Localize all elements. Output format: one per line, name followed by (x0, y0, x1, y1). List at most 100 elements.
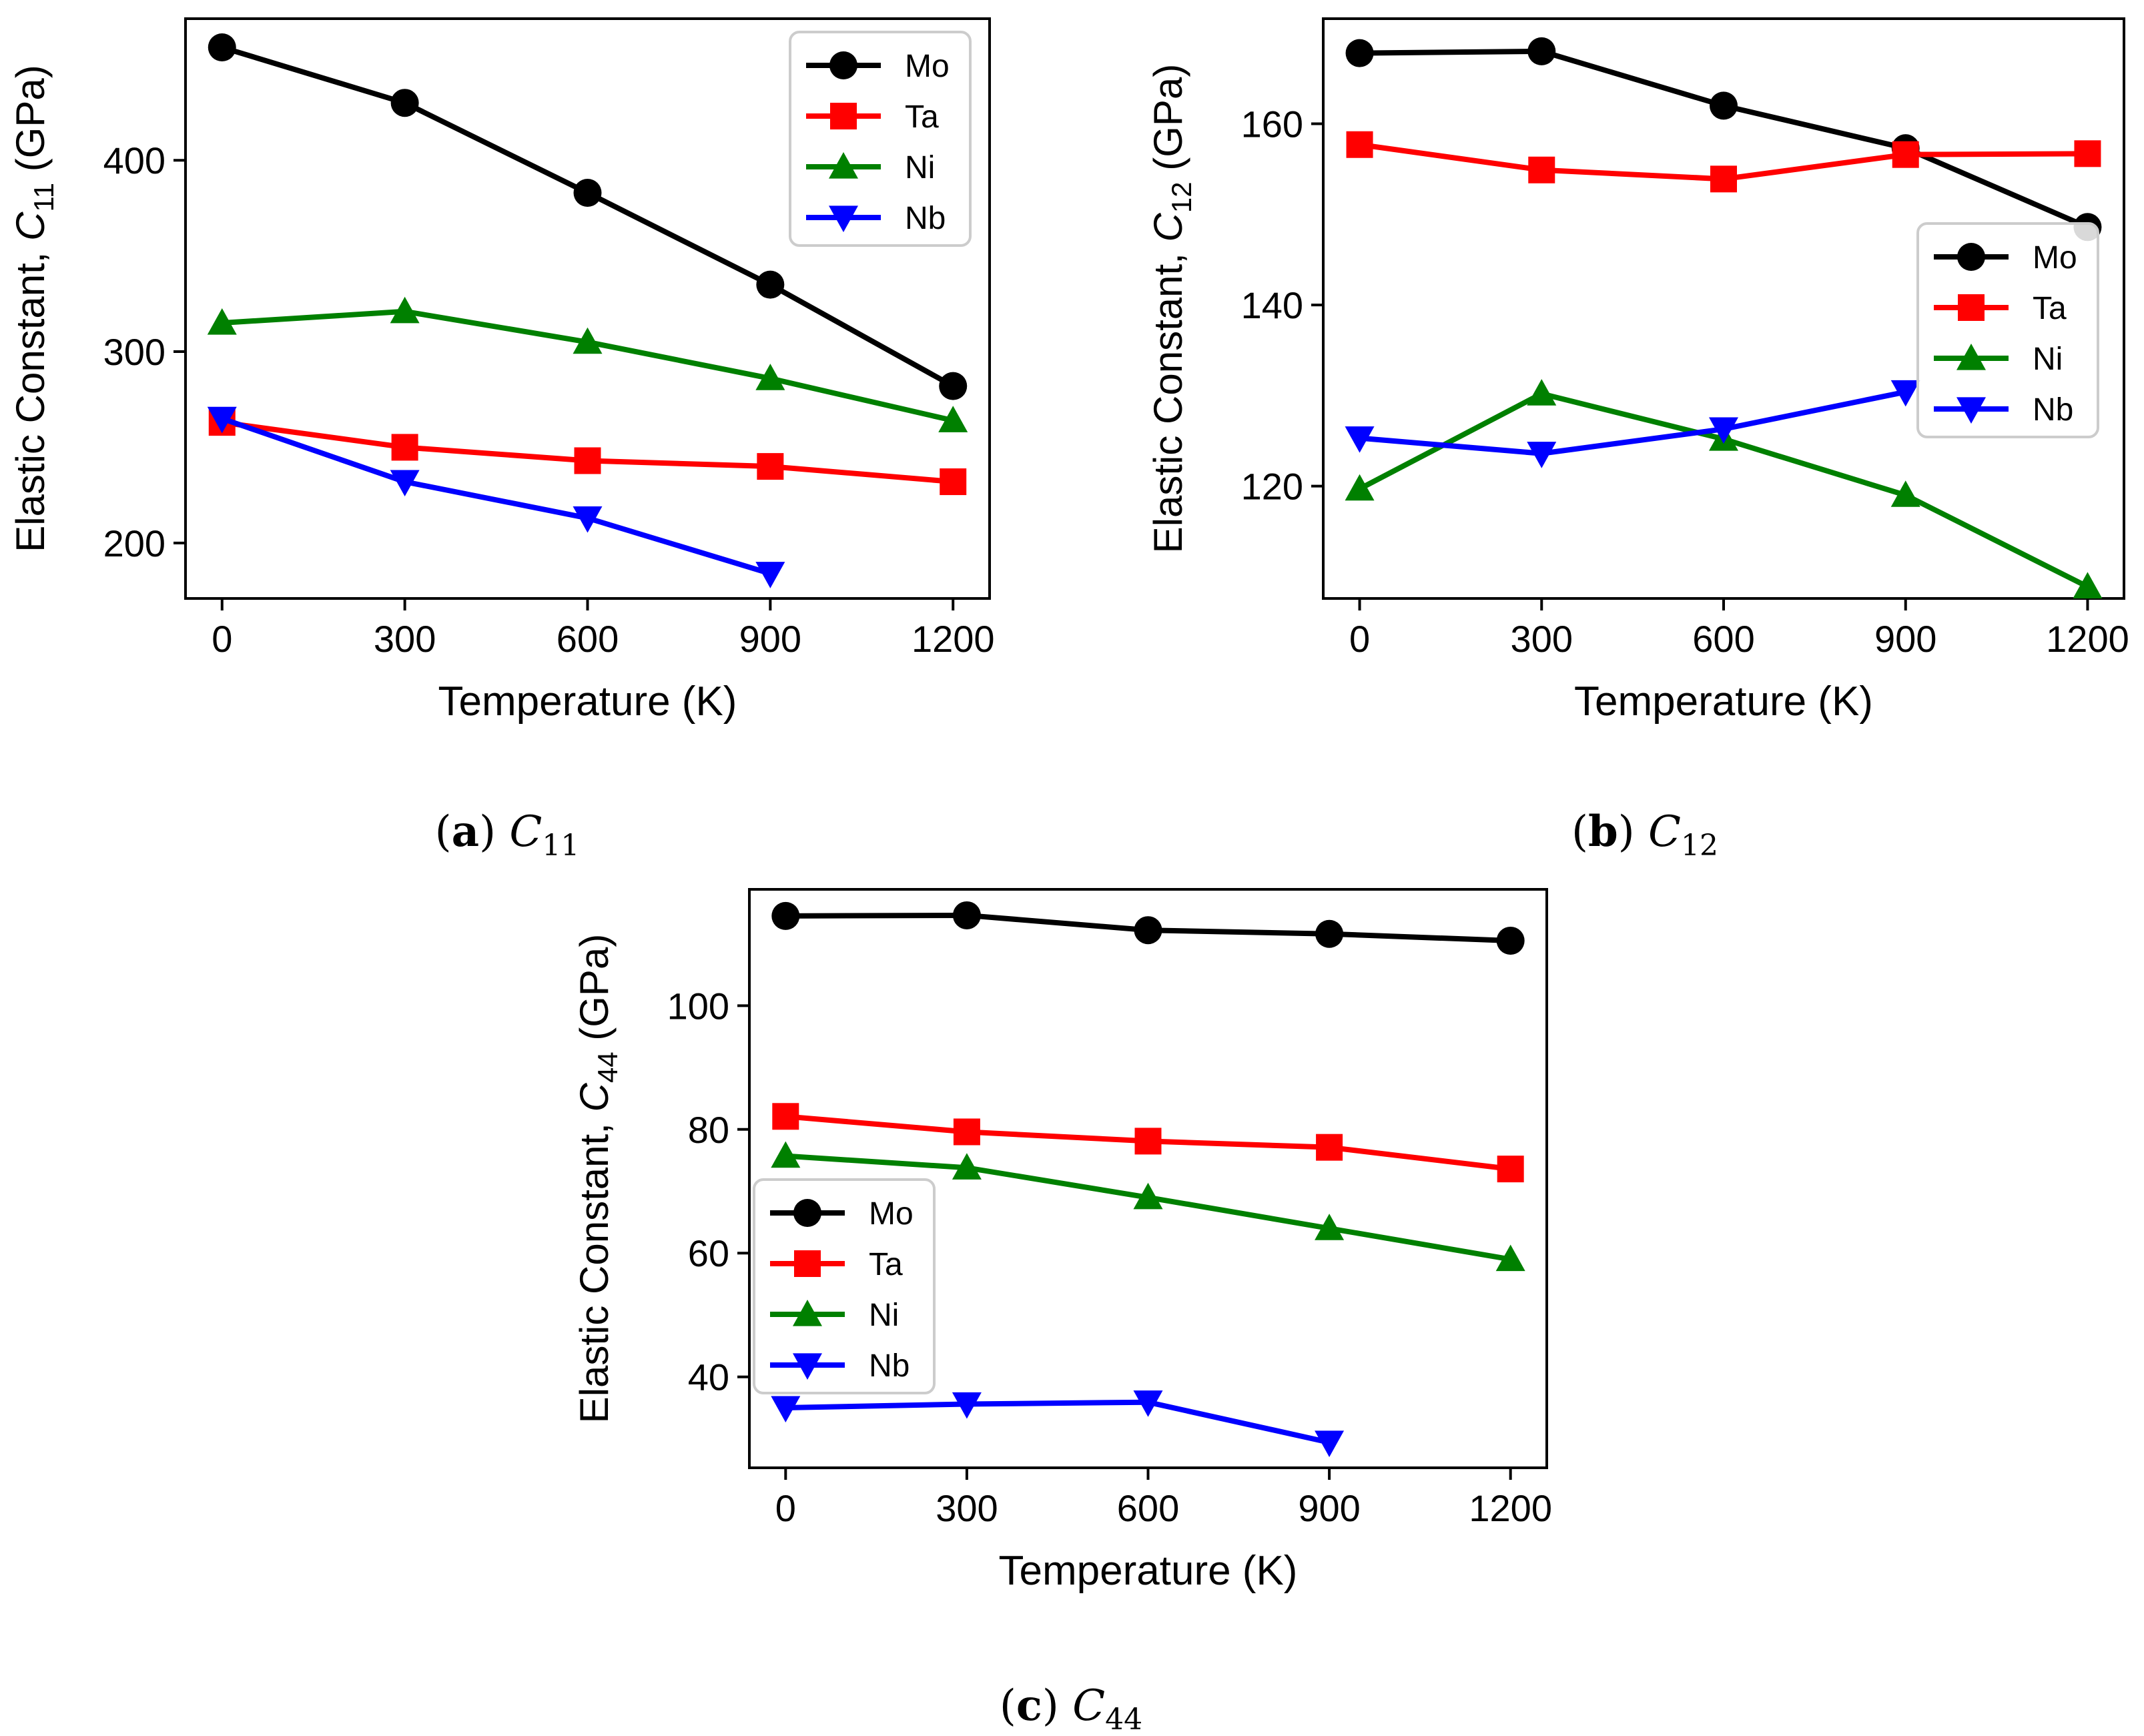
data-point (1496, 926, 1525, 955)
legend-item-nb: Nb (1934, 392, 2073, 428)
data-point (2074, 140, 2101, 167)
series-mo (1345, 37, 2102, 242)
data-point (573, 178, 602, 207)
series-line (221, 416, 771, 576)
caption-symbol: C (509, 807, 542, 857)
data-point (940, 468, 967, 496)
caption-paren-open: ( (435, 807, 452, 857)
chart-panel-1: 0 300 600 900 1200 200 300 400 Temperature (K) El… (8, 17, 995, 863)
data-point (771, 1396, 801, 1423)
legend-marker (830, 103, 857, 129)
data-point (207, 308, 237, 335)
x-tick-label: 300 (374, 618, 436, 660)
data-point (574, 447, 601, 474)
y-axis-label-symbol: C (572, 1082, 617, 1112)
legend-item-nb: Nb (806, 201, 946, 236)
panel-caption: (b) C12 (1571, 807, 1718, 863)
y-axis-label-symbol: C (1146, 212, 1190, 242)
y-tick-label: 40 (688, 1356, 729, 1398)
legend-marker (794, 1250, 821, 1277)
x-tick-label: 0 (775, 1487, 796, 1529)
y-tick-label: 160 (1241, 103, 1303, 145)
data-point (1495, 1244, 1525, 1272)
data-point (1346, 131, 1373, 158)
series-ni (771, 1141, 1525, 1272)
x-tick-label: 600 (557, 618, 619, 660)
legend-label: Mo (905, 49, 950, 84)
data-point (1497, 1156, 1524, 1183)
x-axis-label: Temperature (K) (999, 1548, 1298, 1594)
series-nb (1345, 380, 1920, 468)
legend-marker (793, 1300, 822, 1326)
data-point (1527, 379, 1557, 406)
y-tick-label: 140 (1241, 284, 1303, 326)
legend-item-ta: Ta (770, 1247, 903, 1282)
y-axis-label-prefix: Elastic Constant, (1146, 242, 1190, 553)
data-point (1345, 474, 1375, 501)
data-point (771, 901, 800, 930)
data-point (390, 296, 420, 324)
caption-paren-open: ( (1571, 807, 1588, 857)
y-tick-label: 200 (103, 522, 165, 564)
data-point (1528, 156, 1555, 183)
legend-marker (1957, 243, 1985, 271)
series-ta (1346, 131, 2101, 193)
y-tick-label: 80 (688, 1109, 729, 1151)
legend-marker (829, 205, 858, 232)
legend-marker (793, 1199, 821, 1227)
data-point (1134, 1128, 1162, 1155)
data-point (1134, 916, 1162, 945)
legend-item-ni: Ni (806, 150, 935, 185)
data-point (953, 1118, 980, 1146)
x-tick-label: 900 (1874, 618, 1936, 660)
y-axis-label-suffix: (GPa) (1146, 64, 1190, 182)
y-tick-label: 300 (103, 331, 165, 373)
data-point (755, 562, 785, 588)
caption-subscript: 44 (1105, 1703, 1142, 1736)
data-point (938, 406, 968, 432)
legend: Mo Ta Ni Nb (789, 31, 972, 247)
x-tick-label: 300 (1511, 618, 1573, 660)
chart-panel-2: 0 300 600 900 1200 120 140 160 Temperature (K) El… (1146, 17, 2129, 863)
data-point (391, 434, 418, 461)
legend-item-mo: Mo (806, 49, 950, 84)
caption-symbol: C (1648, 807, 1681, 857)
y-axis-label-prefix: Elastic Constant, (572, 1112, 617, 1423)
series-nb (207, 406, 785, 588)
data-point (390, 470, 420, 497)
legend-item-ni: Ni (770, 1298, 899, 1333)
caption-subscript: 11 (542, 829, 579, 863)
x-tick-label: 1200 (2046, 618, 2129, 660)
data-point (1133, 1182, 1163, 1210)
data-point (390, 89, 419, 117)
legend-item-ta: Ta (806, 99, 939, 135)
data-point (207, 406, 237, 434)
data-point (1709, 417, 1738, 444)
legend-item-mo: Mo (770, 1196, 914, 1232)
y-axis-label: Elastic Constant, C12 (GPa) (1146, 64, 1197, 554)
y-tick-label: 120 (1241, 466, 1303, 508)
x-tick-label: 0 (212, 618, 232, 660)
data-point (1345, 426, 1375, 453)
y-tick-label: 100 (667, 985, 729, 1027)
caption-letter: c (1016, 1681, 1042, 1731)
data-point (757, 453, 784, 480)
data-point (952, 1392, 982, 1419)
caption-paren-close: ) (1042, 1681, 1072, 1731)
caption-symbol: C (1072, 1681, 1105, 1731)
legend-item-nb: Nb (770, 1348, 910, 1384)
caption-subscript: 12 (1681, 829, 1718, 863)
data-point (1527, 442, 1557, 468)
data-point (1133, 1390, 1163, 1417)
legend: Mo Ta Ni Nb (1916, 222, 2099, 438)
data-point (1316, 1134, 1343, 1161)
legend: Mo Ta Ni Nb (753, 1178, 936, 1394)
data-point (1315, 1214, 1345, 1240)
y-axis-label-subscript: 44 (592, 1051, 623, 1083)
x-tick-label: 1200 (1469, 1487, 1552, 1529)
legend-item-ta: Ta (1934, 291, 2067, 326)
panel-caption: (c) C44 (1000, 1681, 1142, 1736)
data-point (1345, 39, 1374, 67)
